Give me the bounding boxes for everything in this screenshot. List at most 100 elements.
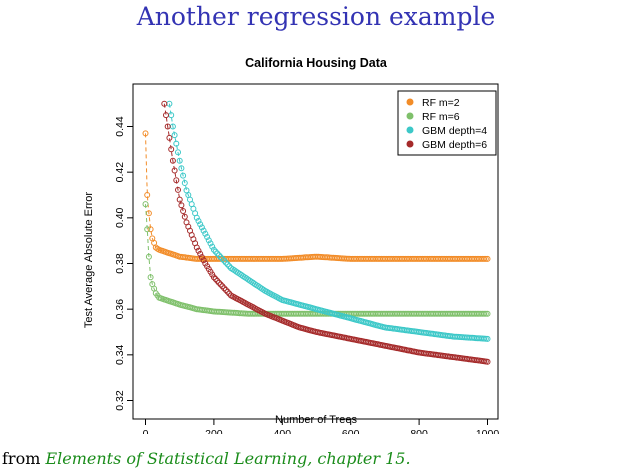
data-point (217, 281, 224, 288)
chart-title: California Housing Data (245, 56, 388, 70)
data-point (214, 277, 221, 284)
data-point (142, 201, 149, 208)
data-point (217, 254, 224, 261)
data-point (176, 157, 183, 164)
legend-marker (406, 126, 414, 134)
footer-citation: Elements of Statistical Learning, chapte… (45, 449, 411, 468)
data-point (216, 279, 222, 286)
data-point (219, 255, 226, 262)
data-point (144, 226, 151, 233)
legend-label: RF m=6 (422, 111, 460, 123)
series-line (145, 133, 167, 253)
data-point (180, 208, 187, 214)
data-point (164, 123, 171, 130)
data-point (147, 274, 154, 281)
data-point (222, 287, 229, 293)
data-point (198, 254, 205, 261)
legend-marker (406, 140, 414, 148)
series-layer (142, 100, 491, 365)
data-point (195, 247, 202, 254)
data-point (145, 253, 152, 260)
data-point (214, 250, 221, 257)
series-line (145, 204, 167, 301)
y-tick-label: 0.40 (114, 207, 126, 228)
data-point (484, 358, 491, 365)
footer-prefix: from (2, 449, 41, 468)
chart-container: California Housing Data 0 200 400 600 800 100… (0, 44, 632, 434)
data-point (197, 221, 204, 228)
data-point (142, 130, 149, 137)
data-point (221, 257, 228, 264)
y-tick-label: 0.32 (114, 390, 126, 411)
data-point (484, 335, 491, 342)
data-point (173, 140, 180, 147)
data-point (175, 149, 181, 156)
data-point (181, 213, 188, 220)
data-point (178, 202, 185, 209)
data-point (482, 310, 489, 317)
legend-label: RF m=2 (422, 97, 460, 109)
series-line (163, 103, 186, 217)
data-point (195, 218, 202, 224)
series-rf-m-2 (142, 130, 491, 262)
data-point (202, 230, 209, 237)
data-point (193, 244, 200, 251)
data-point (198, 224, 205, 231)
chart-svg: California Housing Data 0 200 400 600 800 100… (83, 56, 500, 434)
data-point (224, 288, 231, 295)
data-point (224, 261, 231, 268)
data-point (147, 226, 154, 233)
data-point (171, 167, 178, 174)
data-point (200, 257, 207, 264)
x-tick-label: 1000 (476, 428, 500, 434)
x-tick-label: 800 (410, 428, 428, 434)
data-point (205, 237, 212, 244)
y-tick-label: 0.42 (114, 162, 126, 183)
data-point (175, 186, 181, 193)
data-point (200, 227, 207, 234)
x-axis: 0 200 400 600 800 1000 (143, 419, 500, 434)
data-point (166, 134, 173, 141)
x-tick-label: 600 (342, 428, 360, 434)
x-axis-label: Number of Trees (275, 414, 357, 426)
y-tick-label: 0.36 (114, 299, 126, 320)
data-point (210, 246, 217, 253)
data-point (221, 285, 228, 292)
slide-title: Another regression example (136, 2, 496, 31)
data-point (481, 310, 488, 317)
legend-marker (406, 98, 414, 106)
data-point (171, 132, 178, 139)
data-point (210, 274, 217, 281)
x-tick-label: 200 (205, 428, 223, 434)
data-point (169, 157, 176, 164)
data-point (222, 259, 229, 266)
data-point (161, 100, 168, 107)
data-point (193, 214, 200, 221)
data-point (207, 240, 214, 247)
data-point (482, 255, 489, 262)
data-point (216, 252, 222, 259)
data-point (168, 146, 175, 153)
data-point (481, 255, 488, 262)
data-point (180, 172, 187, 179)
x-tick-label: 400 (274, 428, 292, 434)
y-axis-label: Test Average Absolute Error (83, 192, 95, 328)
data-point (484, 255, 491, 262)
data-point (197, 250, 204, 257)
y-axis: 0.32 0.34 0.36 0.38 0.40 0.42 0.44 (114, 116, 133, 411)
legend: RF m=2 RF m=6 GBM depth=4 GBM depth=6 (397, 90, 497, 156)
data-point (219, 283, 226, 290)
y-tick-label: 0.38 (114, 253, 126, 274)
plot-frame (132, 83, 499, 420)
data-point (144, 192, 151, 198)
x-tick-label: 0 (143, 428, 149, 434)
y-tick-label: 0.44 (114, 116, 126, 137)
series-gbm-depth-6 (161, 100, 491, 365)
y-tick-label: 0.34 (114, 344, 126, 365)
series-gbm-depth-4 (166, 100, 491, 342)
data-point (181, 180, 188, 186)
data-point (163, 112, 169, 119)
legend-marker (406, 112, 414, 120)
data-point (209, 243, 216, 250)
data-point (176, 196, 183, 203)
